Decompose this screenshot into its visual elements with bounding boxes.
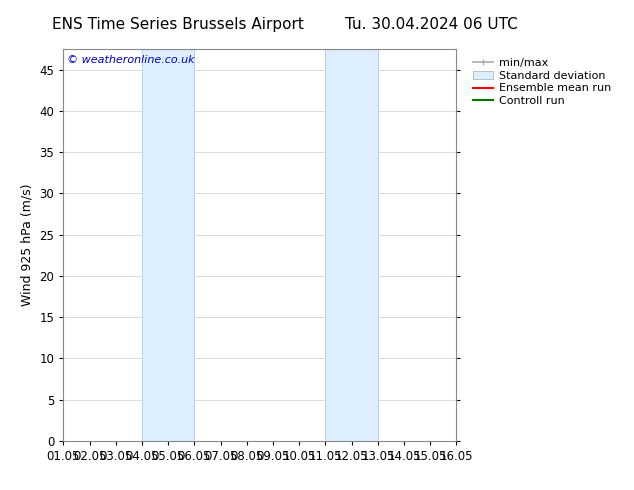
Text: ENS Time Series Brussels Airport: ENS Time Series Brussels Airport [51, 17, 304, 32]
Legend: min/max, Standard deviation, Ensemble mean run, Controll run: min/max, Standard deviation, Ensemble me… [470, 54, 614, 110]
Text: © weatheronline.co.uk: © weatheronline.co.uk [67, 55, 195, 65]
Bar [142, 49, 195, 441]
Y-axis label: Wind 925 hPa (m/s): Wind 925 hPa (m/s) [21, 184, 34, 306]
Bar [325, 49, 378, 441]
Text: Tu. 30.04.2024 06 UTC: Tu. 30.04.2024 06 UTC [345, 17, 517, 32]
